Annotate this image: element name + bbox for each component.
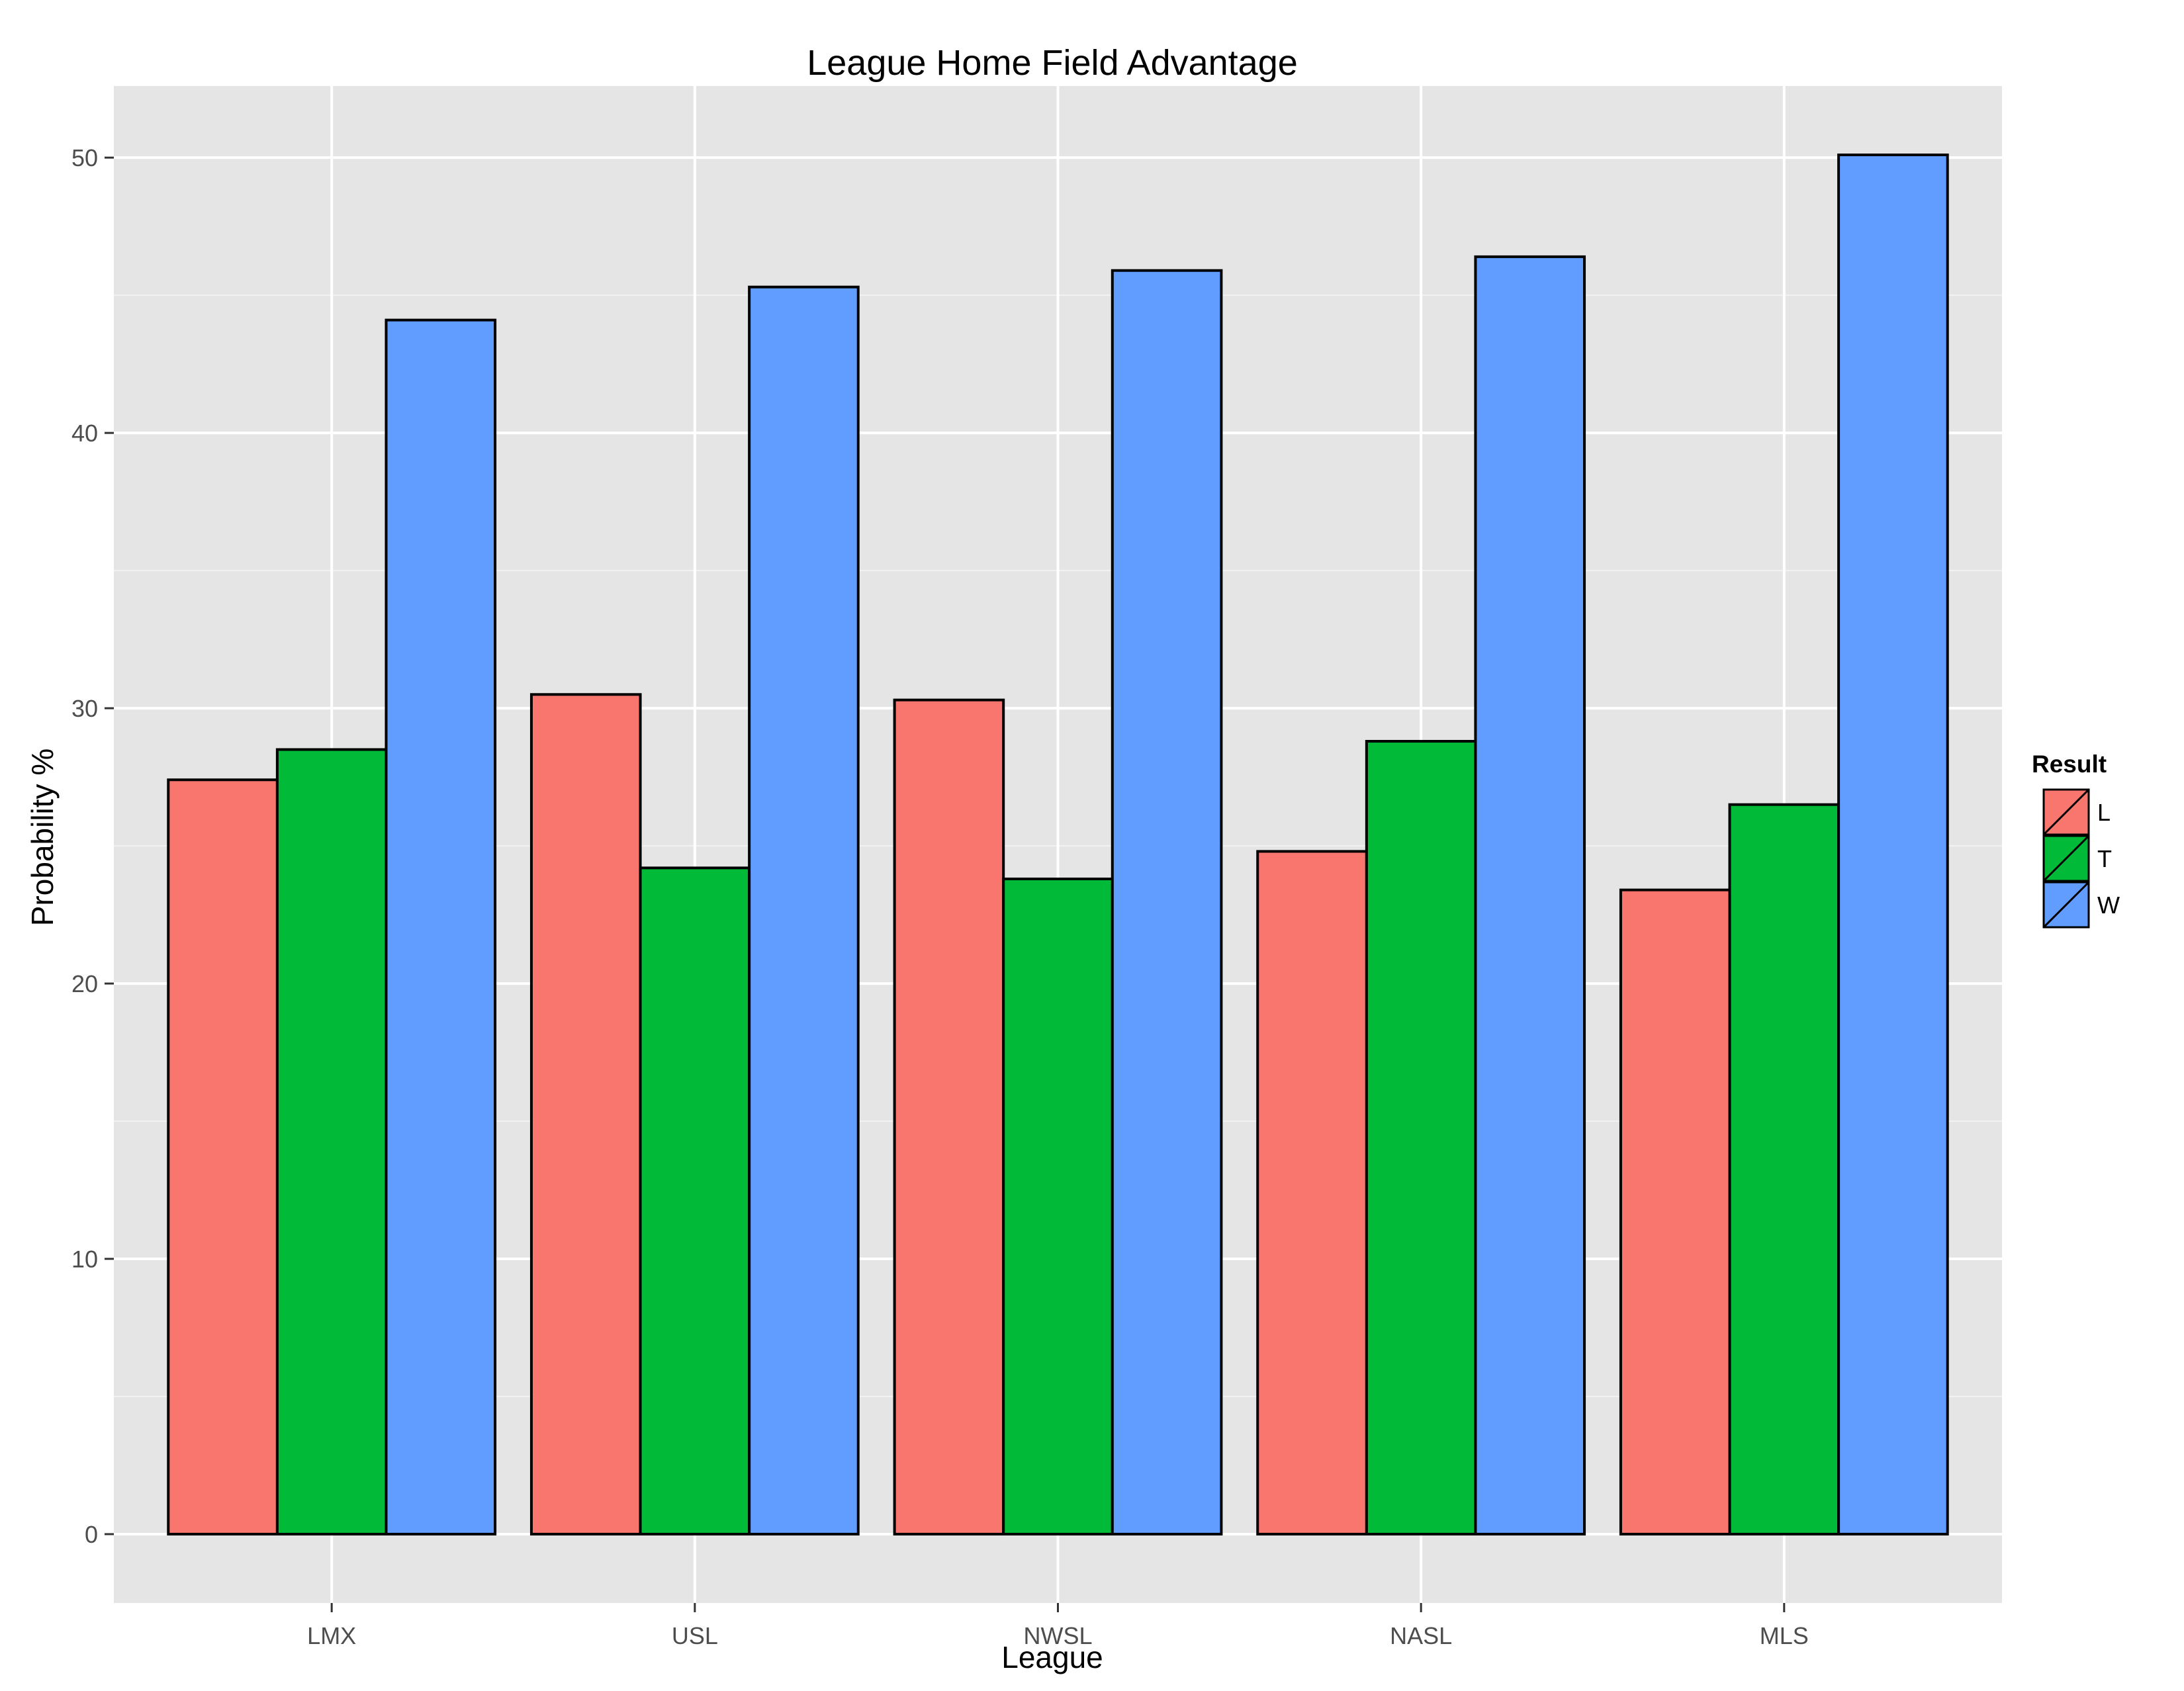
bar-nasl-l bbox=[1256, 850, 1368, 1536]
y-tick-label: 40 bbox=[71, 420, 98, 447]
bar-nasl-w bbox=[1474, 255, 1586, 1536]
bar-usl-w bbox=[748, 285, 860, 1536]
legend-label: T bbox=[2097, 845, 2112, 872]
bar-usl-l bbox=[529, 693, 642, 1536]
x-tick-label: LMX bbox=[307, 1622, 356, 1649]
x-axis: LMX USL NWSL NASL MLS bbox=[307, 1603, 1809, 1649]
y-tick-label: 10 bbox=[71, 1246, 98, 1273]
bars bbox=[167, 153, 1949, 1536]
y-axis-title: Probability % bbox=[25, 749, 60, 926]
legend-label: W bbox=[2097, 891, 2120, 919]
bar-usl-t bbox=[639, 866, 751, 1536]
x-tick-label: NASL bbox=[1390, 1622, 1452, 1649]
bar-lmx-t bbox=[275, 748, 388, 1536]
bar-mls-w bbox=[1837, 153, 1949, 1536]
x-axis-title: League bbox=[1001, 1640, 1103, 1674]
bar-nwsl-w bbox=[1111, 269, 1223, 1536]
x-tick-label: USL bbox=[672, 1622, 718, 1649]
legend: Result LTW bbox=[2032, 751, 2120, 929]
legend-label: L bbox=[2097, 799, 2111, 826]
chart-title: League Home Field Advantage bbox=[807, 43, 1298, 83]
y-axis: 0 10 20 30 40 50 bbox=[71, 144, 114, 1548]
legend-key-slash bbox=[2042, 835, 2090, 882]
y-tick-label: 20 bbox=[71, 970, 98, 997]
legend-item-t: T bbox=[2042, 835, 2112, 882]
x-tick-label: NWSL bbox=[1023, 1622, 1092, 1649]
legend-key-slash bbox=[2042, 881, 2090, 929]
bar-lmx-w bbox=[385, 318, 497, 1536]
bar-lmx-l bbox=[167, 778, 279, 1536]
legend-item-w: W bbox=[2042, 881, 2120, 929]
bar-nwsl-t bbox=[1002, 877, 1114, 1536]
legend-item-l: L bbox=[2042, 788, 2111, 836]
legend-title: Result bbox=[2032, 751, 2107, 778]
y-tick-label: 50 bbox=[71, 144, 98, 171]
bar-mls-t bbox=[1728, 803, 1841, 1536]
bar-mls-l bbox=[1619, 888, 1731, 1536]
legend-key-slash bbox=[2042, 788, 2090, 836]
x-tick-label: MLS bbox=[1760, 1622, 1809, 1649]
y-tick-label: 0 bbox=[85, 1521, 98, 1548]
bar-nasl-t bbox=[1365, 740, 1477, 1536]
bar-nwsl-l bbox=[893, 698, 1005, 1536]
y-tick-label: 30 bbox=[71, 695, 98, 722]
